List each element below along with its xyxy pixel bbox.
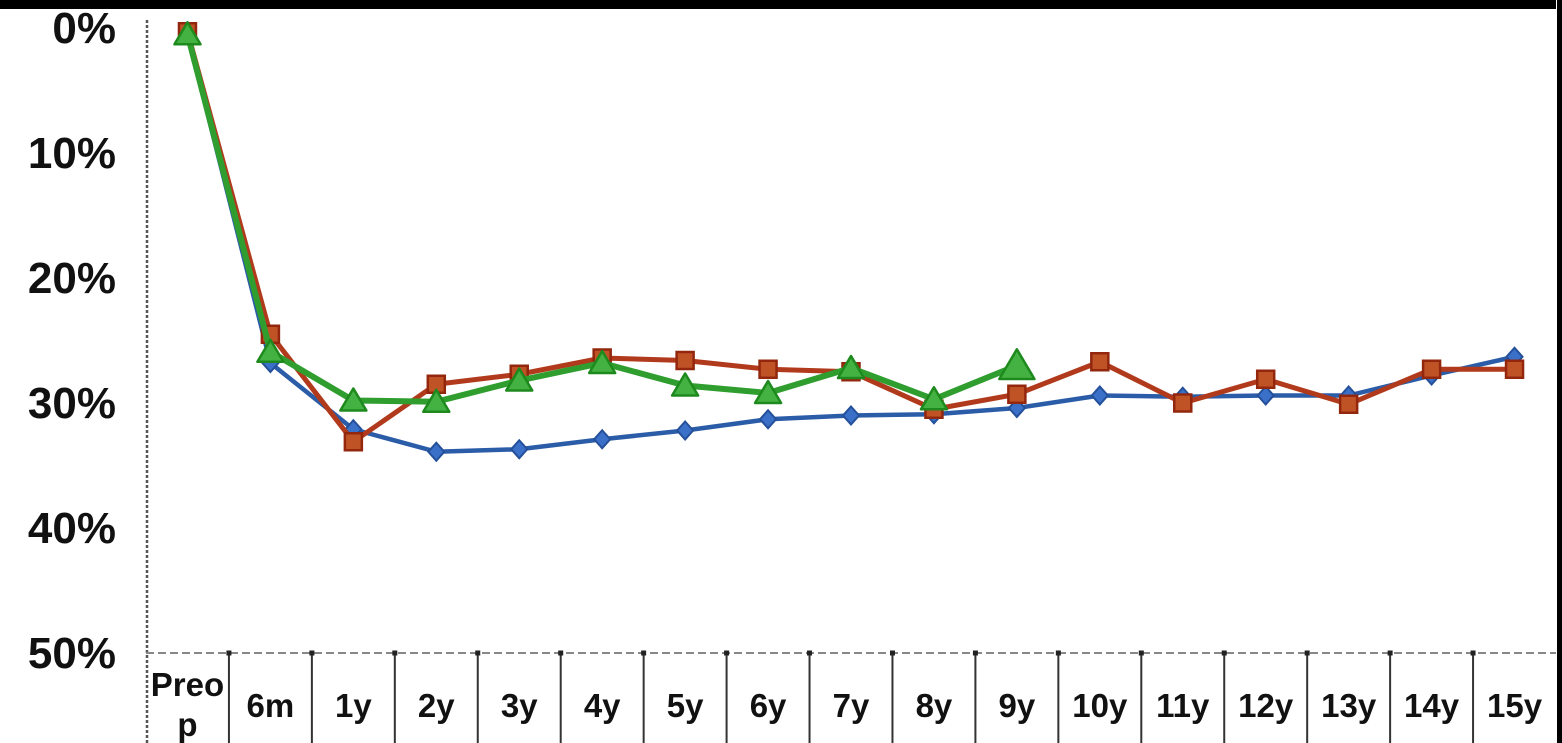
square-marker [1504,359,1525,379]
axis-tick-dot [475,650,481,656]
series-line-green-triangle [184,31,1020,405]
x-tick-label: 7y [833,687,870,724]
triangle-marker [998,348,1036,381]
axis-tick-dot [392,650,398,656]
triangle-marker [339,387,368,412]
x-tick-label: 13y [1321,687,1377,724]
square-marker [758,359,778,379]
x-axis-dividers [226,650,1476,743]
axis-tick-dot [226,650,232,656]
triangle-marker [836,354,866,380]
x-tick-label: 6y [750,687,787,724]
diamond-marker [426,441,446,463]
triangle-marker [422,388,451,413]
series-red-square [177,22,1525,452]
x-tick-label: 1y [335,687,372,724]
x-tick-label: 11y [1156,687,1210,724]
top-border-bar [0,0,1556,9]
y-tick-label: 10% [28,129,116,178]
axis-tick-dot [309,650,315,656]
diamond-marker [509,438,529,460]
diamond-marker [592,428,612,450]
x-tick-label: 14y [1404,687,1460,724]
square-marker [1173,393,1193,413]
diamond-marker [841,404,861,427]
x-tick-label: 10y [1072,687,1128,724]
axis-tick-dot [1387,650,1393,656]
y-axis-labels: 0% 10% 20% 30% 40% 50% [28,4,116,678]
y-tick-label: 20% [28,254,116,303]
triangle-marker [919,386,949,411]
axis-tick-dot [724,650,730,656]
triangle-marker [504,367,534,392]
square-marker [343,432,364,452]
x-axis-labels: Preo p 6m 1y 2y 3y 4y 5y 6y 7y 8y 9y 10y 11y 12y 13y 14y… [151,666,1543,743]
axis-tick-dot [1138,650,1144,656]
square-marker [1090,352,1110,372]
triangle-marker [587,349,617,375]
diamond-marker [675,419,695,442]
y-tick-label: 0% [52,4,116,53]
axis-tick-dot [641,650,647,656]
x-tick-label: 6m [247,687,295,724]
x-tick-label: 5y [667,687,704,724]
diamond-marker [1256,384,1276,407]
triangle-marker [753,379,783,405]
square-marker [1338,394,1359,414]
triangle-marker [670,372,700,397]
axis-tick-dot [807,650,813,656]
x-tick-label: 12y [1238,687,1294,724]
x-tick-label: 15y [1487,687,1543,724]
diamond-marker [1090,384,1110,407]
square-marker [1007,384,1027,404]
x-tick-label: 3y [501,687,538,724]
y-tick-label: 50% [28,629,116,678]
square-marker [1255,369,1276,389]
y-tick-label: 40% [28,504,116,553]
x-tick-label: 9y [999,687,1036,724]
series-line-blue-diamond [185,32,1517,454]
triangle-marker [173,21,202,46]
axis-tick-dot [1470,650,1476,656]
axis-tick-dot [972,650,978,656]
diamond-marker [758,408,778,430]
axis-tick-dot [1221,650,1227,656]
square-marker [675,350,695,371]
y-tick-label: 30% [28,379,116,428]
right-border-bar [1557,0,1562,743]
x-tick-label: 2y [418,687,455,724]
square-marker [1421,359,1442,379]
series-green-triangle [173,21,1036,413]
axis-tick-dot [1055,650,1061,656]
x-tick-label: 4y [584,687,621,724]
axis-tick-dot [889,650,895,656]
axis-tick-dot [1304,650,1310,656]
axis-tick-dot [558,650,564,656]
triangle-marker [256,338,285,363]
x-tick-label: Preo p [151,666,224,743]
x-tick-label: 8y [916,687,953,724]
